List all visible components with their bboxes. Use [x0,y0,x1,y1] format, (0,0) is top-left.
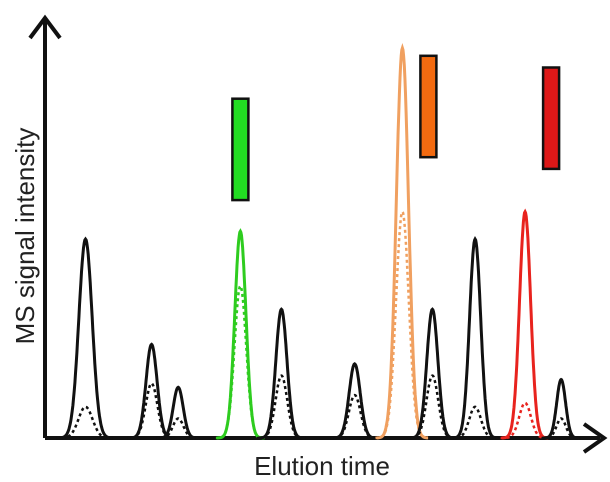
peak-4-dotted [215,283,265,440]
peak-2-dotted [127,381,176,440]
peak-10 [501,208,549,440]
y-axis-label: MS signal intensity [10,128,40,345]
marker-bar-1 [231,97,250,202]
peak-7-dotted [375,209,430,440]
peak-8-dotted [407,374,457,440]
marker-bar-3 [541,66,561,171]
peak-2 [128,342,175,440]
peak-6-dotted [330,393,380,440]
peak-11-dotted [541,417,581,440]
axes [28,14,608,454]
peak-6 [331,362,378,440]
peak-10-dotted [500,401,550,440]
markers-layer [231,54,561,202]
peak-1-dotted [56,405,115,440]
peak-5 [258,307,305,440]
peak-9-dotted [450,405,500,440]
peak-4 [217,228,264,440]
peaks-layer [56,43,581,440]
marker-bar-2 [419,54,438,159]
peak-5-dotted [257,374,306,440]
peak-1 [57,236,114,440]
y-axis-arrowhead [28,14,62,40]
peak-9 [451,235,499,440]
peak-3-dotted [156,417,201,440]
peak-11 [542,377,580,440]
x-axis-label: Elution time [254,451,390,481]
x-axis-arrowhead [582,422,608,454]
peak-8 [409,307,456,440]
